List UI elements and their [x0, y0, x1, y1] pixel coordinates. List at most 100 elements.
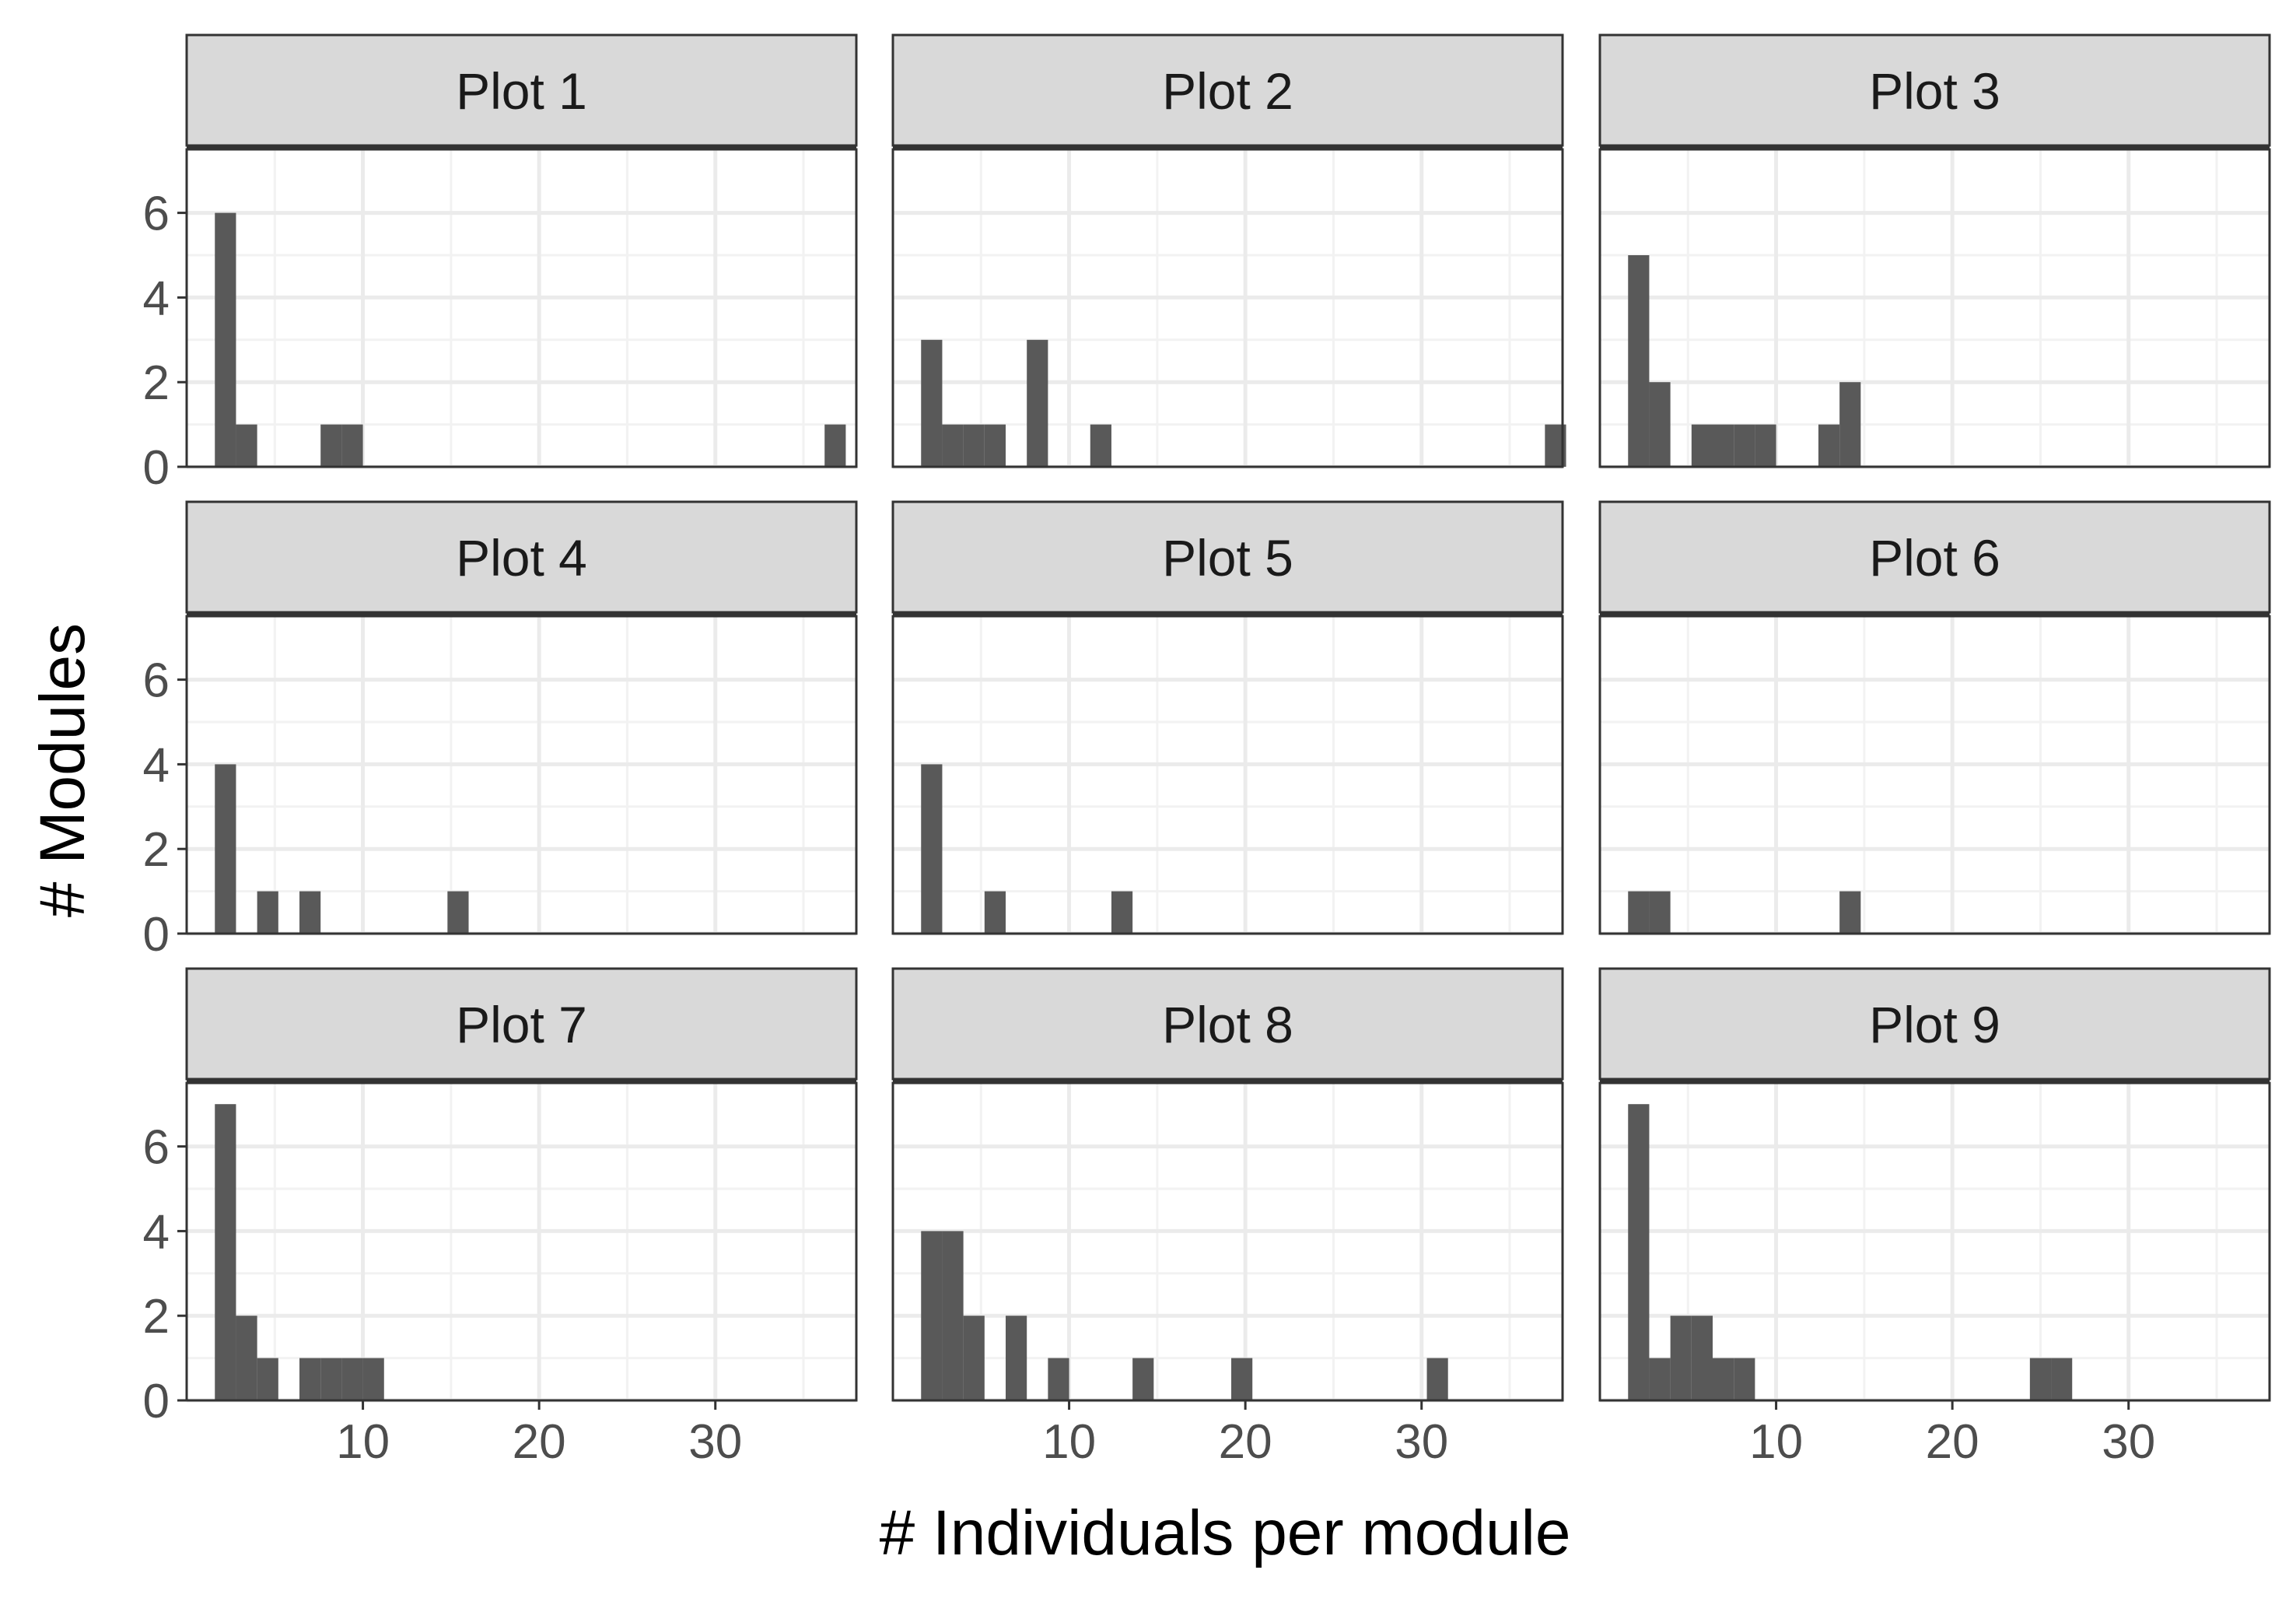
- histogram-bar: [299, 891, 321, 934]
- histogram-bar: [1006, 1316, 1027, 1400]
- histogram-bar: [942, 1231, 964, 1400]
- histogram-bar: [921, 764, 943, 934]
- facet-panel: Plot 5: [891, 500, 1564, 936]
- panel-border: [891, 1081, 1564, 1402]
- y-tick-label: 6: [143, 654, 170, 708]
- facet-panel: Plot 3: [1598, 33, 2271, 469]
- histogram-bar: [1691, 424, 1713, 467]
- facet-panel: Plot 1 0 2 4 6: [143, 33, 858, 495]
- facet-strip: [891, 967, 1564, 1081]
- histogram-bar: [1755, 424, 1776, 467]
- panel-border: [185, 615, 858, 935]
- histogram-bar: [257, 1358, 278, 1400]
- panel-border: [185, 148, 858, 468]
- facet-strip: [185, 33, 858, 147]
- y-tick-label: 2: [143, 1290, 170, 1344]
- histogram-bar: [1628, 1104, 1650, 1400]
- histogram-bar: [984, 891, 1006, 934]
- histogram-bar: [215, 1104, 236, 1400]
- plot-background: [893, 149, 1563, 467]
- facet-strip: [1598, 500, 2271, 614]
- histogram-bar: [2051, 1358, 2073, 1400]
- histogram-bar: [1839, 382, 1861, 467]
- histogram-bar: [1713, 424, 1734, 467]
- y-axis-title: # Modules: [27, 623, 98, 917]
- histogram-bar: [1090, 424, 1111, 467]
- facet-panel: Plot 6: [1598, 500, 2271, 936]
- facet-strip: [185, 967, 858, 1081]
- histogram-bar: [2029, 1358, 2052, 1400]
- facet-panel: Plot 9 10 20 30: [1598, 967, 2271, 1469]
- histogram-bar: [215, 764, 236, 934]
- y-tick-label: 4: [143, 272, 170, 325]
- facet-title: Plot 5: [1162, 529, 1293, 587]
- x-tick-label: 30: [1395, 1415, 1448, 1469]
- panel-border: [185, 1081, 858, 1402]
- histogram-bar: [362, 1358, 384, 1400]
- histogram-bar: [320, 424, 342, 467]
- y-tick-label: 4: [143, 738, 170, 792]
- x-tick-label: 20: [1219, 1415, 1272, 1469]
- panel-border: [891, 148, 1564, 468]
- y-tick-label: 0: [143, 441, 170, 495]
- facet-title: Plot 4: [456, 529, 587, 587]
- x-tick-label: 20: [1926, 1415, 1979, 1469]
- x-tick-label: 20: [513, 1415, 566, 1469]
- histogram-bar: [1027, 339, 1048, 467]
- histogram-bar: [1048, 1358, 1069, 1400]
- facet-strip: [185, 500, 858, 614]
- y-tick-label: 0: [143, 908, 170, 962]
- histogram-bar: [299, 1358, 321, 1400]
- facet-strip: [1598, 33, 2271, 147]
- facet-title: Plot 3: [1869, 62, 2000, 120]
- histogram-bar: [1649, 891, 1671, 934]
- facet-strip: [891, 500, 1564, 614]
- histogram-bar: [1734, 424, 1755, 467]
- facet-panel: Plot 8 10 20 30: [891, 967, 1564, 1469]
- y-tick-label: 6: [143, 187, 170, 241]
- histogram-bar: [1132, 1358, 1154, 1400]
- facet-title: Plot 2: [1162, 62, 1293, 120]
- facet-strip: [1598, 967, 2271, 1081]
- x-tick-label: 10: [1749, 1415, 1803, 1469]
- histogram-bar: [1839, 891, 1861, 934]
- facet-title: Plot 9: [1869, 996, 2000, 1053]
- x-tick-label: 10: [336, 1415, 390, 1469]
- y-tick-label: 4: [143, 1205, 170, 1259]
- plot-background: [1600, 616, 2270, 934]
- histogram-bar: [341, 1358, 363, 1400]
- y-tick-label: 6: [143, 1121, 170, 1175]
- x-axis-title: # Individuals per module: [880, 1498, 1571, 1568]
- facet-title: Plot 1: [456, 62, 587, 120]
- histogram-bar: [1818, 424, 1840, 467]
- histogram-bar: [963, 1316, 985, 1400]
- histogram-bar: [942, 424, 964, 467]
- plot-background: [893, 1083, 1563, 1400]
- panel-border: [1598, 615, 2271, 935]
- histogram-bar: [341, 424, 363, 467]
- facet-title: Plot 8: [1162, 996, 1293, 1053]
- histogram-bar: [1231, 1358, 1253, 1400]
- y-tick-label: 2: [143, 823, 170, 877]
- histogram-bar: [236, 424, 257, 467]
- histogram-bar: [824, 424, 846, 467]
- panel-border: [891, 615, 1564, 935]
- histogram-bar: [1649, 382, 1671, 467]
- histogram-bar: [963, 424, 985, 467]
- histogram-bar: [921, 339, 943, 467]
- plot-background: [187, 149, 856, 467]
- histogram-bar: [1628, 891, 1650, 934]
- plot-background: [893, 616, 1563, 934]
- panel-border: [1598, 148, 2271, 468]
- facet-panel: Plot 2: [891, 33, 1566, 469]
- histogram-bar: [1111, 891, 1133, 934]
- histogram-bar: [447, 891, 469, 934]
- x-tick-label: 30: [688, 1415, 742, 1469]
- histogram-bar: [1649, 1358, 1671, 1400]
- plot-background: [187, 616, 856, 934]
- x-tick-label: 10: [1042, 1415, 1096, 1469]
- histogram-bar: [1691, 1316, 1713, 1400]
- y-tick-label: 2: [143, 356, 170, 410]
- histogram-bar: [257, 891, 278, 934]
